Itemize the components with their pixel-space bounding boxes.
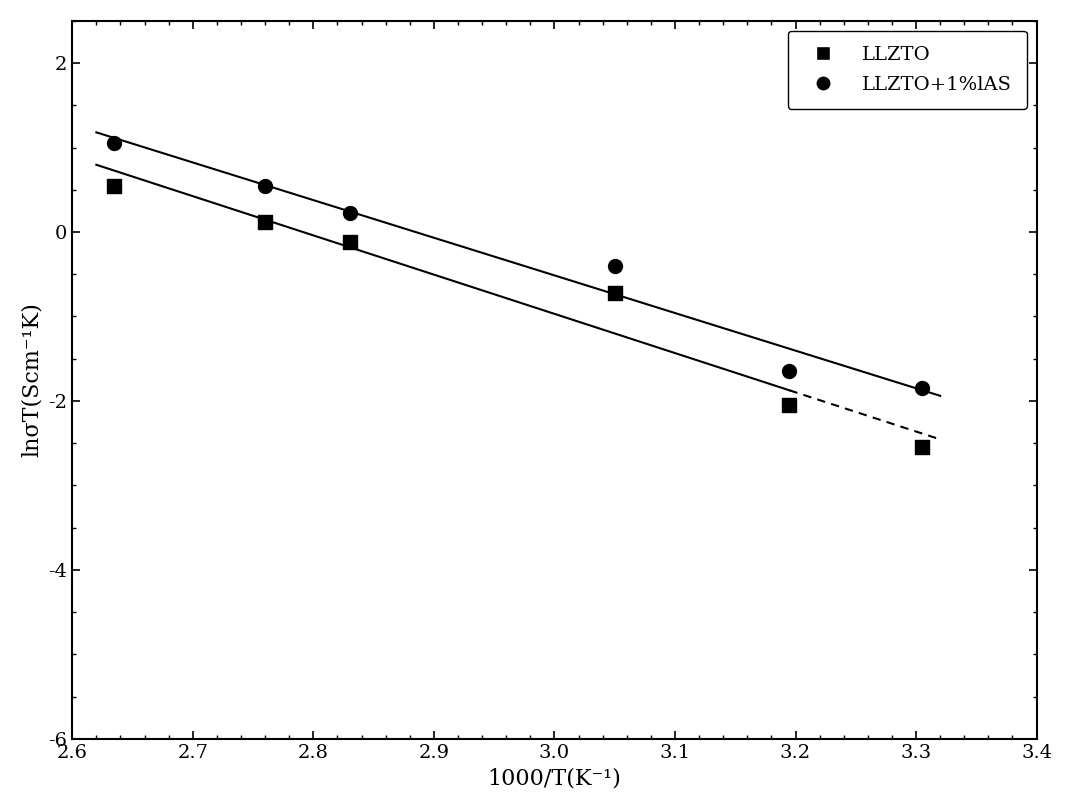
LLZTO [913,441,930,454]
LLZTO+1%lAS [781,364,798,377]
X-axis label: 1000/T(K⁻¹): 1000/T(K⁻¹) [487,767,621,789]
LLZTO [106,179,123,192]
LLZTO [341,236,358,249]
LLZTO+1%lAS [606,259,623,272]
LLZTO [606,286,623,299]
Y-axis label: lnσT(Scm⁻¹K): lnσT(Scm⁻¹K) [20,302,43,457]
LLZTO+1%lAS [341,207,358,220]
LLZTO [256,215,274,228]
LLZTO+1%lAS [256,179,274,192]
Legend: LLZTO, LLZTO+1%lAS: LLZTO, LLZTO+1%lAS [788,31,1027,109]
LLZTO [781,399,798,411]
LLZTO+1%lAS [913,382,930,394]
LLZTO+1%lAS [106,137,123,150]
